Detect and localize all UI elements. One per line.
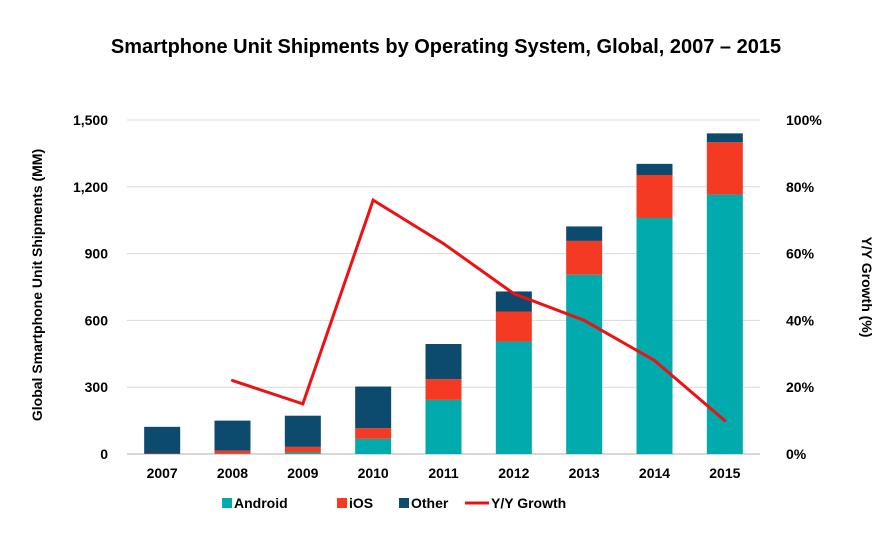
y-tick-label: 1,500 bbox=[73, 112, 108, 128]
y2-tick-label: 60% bbox=[786, 246, 815, 262]
y-tick-label: 300 bbox=[85, 379, 109, 395]
y2-axis-title: Y/Y Growth (%) bbox=[859, 237, 875, 338]
bar-other-2009 bbox=[284, 415, 321, 447]
growth-point-2014 bbox=[653, 358, 656, 362]
axes: 0 0% 300 20% 600 40% 900 60% 1,200 80% 1,500 100% Gl… bbox=[29, 112, 875, 481]
bar-ios-2014 bbox=[636, 174, 673, 218]
bar-other-2013 bbox=[566, 226, 603, 241]
y2-tick-label: 80% bbox=[786, 179, 815, 195]
bar-ios-2012 bbox=[495, 311, 532, 342]
x-tick-label: 2009 bbox=[287, 465, 318, 481]
legend-swatch-other bbox=[399, 498, 409, 508]
x-tick-label: 2012 bbox=[498, 465, 529, 481]
bar-other-2010 bbox=[355, 386, 392, 429]
legend-label-other: Other bbox=[411, 495, 449, 511]
growth-point-2015 bbox=[723, 419, 727, 423]
bar-ios-2009 bbox=[284, 446, 321, 453]
x-tick-label: 2015 bbox=[709, 465, 740, 481]
growth-point-2009 bbox=[301, 402, 305, 406]
bar-ios-2008 bbox=[214, 450, 251, 454]
x-tick-label: 2010 bbox=[358, 465, 389, 481]
legend-swatch-android bbox=[222, 498, 232, 508]
y2-tick-label: 20% bbox=[786, 379, 815, 395]
legend: Android iOS Other Y/Y Growth bbox=[222, 495, 566, 511]
bar-other-2015 bbox=[706, 133, 743, 143]
x-tick-label: 2008 bbox=[217, 465, 248, 481]
bar-android-2011 bbox=[425, 399, 462, 454]
bar-ios-2010 bbox=[355, 428, 392, 439]
bar-other-2014 bbox=[636, 163, 673, 175]
y-tick-label: 900 bbox=[85, 246, 109, 262]
bar-other-2011 bbox=[425, 344, 462, 380]
legend-swatch-ios bbox=[337, 498, 347, 508]
x-tick-label: 2011 bbox=[428, 465, 459, 481]
bar-ios-2015 bbox=[706, 142, 743, 195]
growth-point-2011 bbox=[442, 242, 445, 246]
bar-other-2007 bbox=[144, 426, 181, 454]
bars bbox=[144, 133, 743, 455]
bar-ios-2013 bbox=[566, 240, 603, 275]
growth-point-2010 bbox=[371, 198, 375, 202]
growth-point-2012 bbox=[512, 292, 516, 296]
y-tick-label: 1,200 bbox=[73, 179, 108, 195]
growth-line-layer bbox=[231, 197, 727, 423]
bar-android-2014 bbox=[636, 217, 673, 454]
x-tick-label: 2014 bbox=[639, 465, 670, 481]
x-tick-label: 2013 bbox=[569, 465, 600, 481]
chart-title: Smartphone Unit Shipments by Operating S… bbox=[110, 36, 782, 58]
bar-android-2015 bbox=[706, 194, 743, 455]
y2-tick-label: 100% bbox=[786, 112, 822, 128]
y2-tick-label: 0% bbox=[786, 446, 807, 462]
bar-other-2008 bbox=[214, 420, 251, 451]
growth-point-2013 bbox=[582, 318, 586, 322]
x-tick-label: 2007 bbox=[147, 465, 178, 481]
bar-android-2010 bbox=[355, 438, 392, 454]
bar-android-2009 bbox=[284, 452, 321, 454]
y-tick-label: 0 bbox=[100, 446, 108, 462]
growth-point-2008 bbox=[231, 379, 234, 383]
legend-label-ios: iOS bbox=[349, 495, 373, 511]
bar-ios-2011 bbox=[425, 379, 462, 400]
y-tick-label: 600 bbox=[85, 312, 109, 328]
y-axis-title: Global Smartphone Unit Shipments (MM) bbox=[29, 149, 45, 421]
y2-tick-label: 40% bbox=[786, 312, 815, 328]
bar-android-2012 bbox=[495, 341, 532, 454]
legend-label-android: Android bbox=[234, 495, 288, 511]
bar-android-2013 bbox=[566, 274, 603, 454]
legend-label-y-y-growth: Y/Y Growth bbox=[491, 495, 566, 511]
growth-line bbox=[232, 197, 726, 422]
